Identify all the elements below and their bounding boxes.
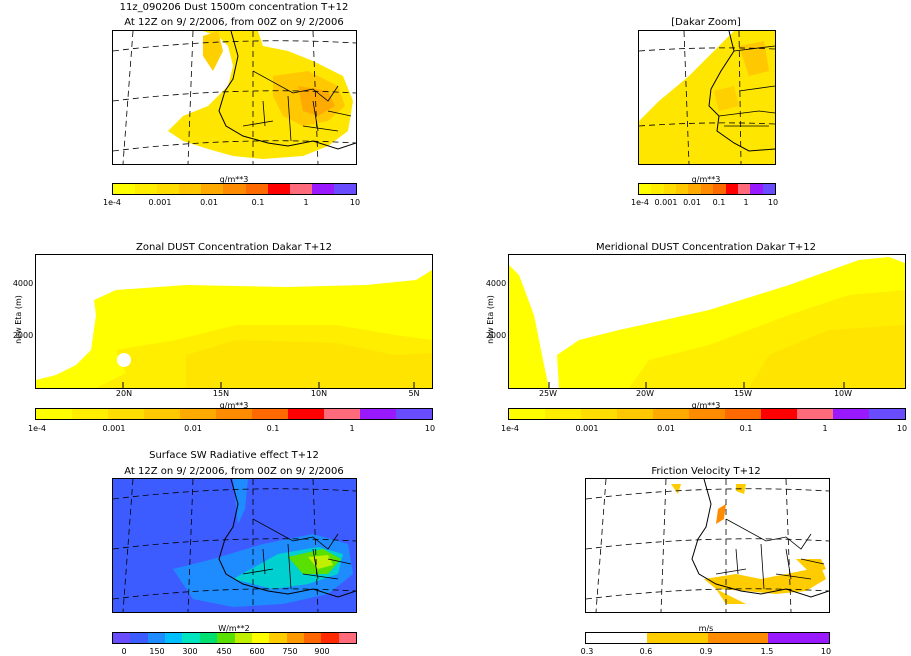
panel3-unit: g/m**3 <box>219 401 249 410</box>
panel6-tick-0: 0.3 <box>580 647 594 656</box>
panel3-title: Zonal DUST Concentration Dakar T+12 <box>135 242 333 253</box>
panel3-bartick-1: 0.001 <box>102 424 126 433</box>
panel6-map <box>585 478 830 613</box>
panel3-plot <box>35 254 433 389</box>
panel6-tick-1: 0.6 <box>639 647 653 656</box>
panel6-colorbar <box>585 632 830 644</box>
panel4-ytick-2000: 2000 <box>485 331 507 340</box>
panel5-tick-5: 750 <box>282 647 298 656</box>
panel1-map <box>112 30 357 165</box>
panel5-tick-2: 300 <box>182 647 198 656</box>
panel4-bartick-5: 10 <box>896 424 908 433</box>
panel3-xtick-0: 20N <box>115 389 133 398</box>
panel3-ytick-4000: 4000 <box>12 279 34 288</box>
panel3-xtick-2: 10N <box>310 389 328 398</box>
panel1-title: 11z_090206 Dust 1500m concentration T+12 <box>119 2 349 13</box>
panel4-plot <box>508 254 906 389</box>
panel2-tick-0: 1e-4 <box>631 198 649 207</box>
panel4-ytick-4000: 4000 <box>485 279 507 288</box>
panel5-tick-6: 900 <box>314 647 330 656</box>
panel1-unit: g/m**3 <box>219 175 249 184</box>
panel4-bartick-0: 1e-4 <box>501 424 519 433</box>
panel1-tick-1: 0.001 <box>148 198 172 207</box>
panel4-xtick-1: 20W <box>635 389 655 398</box>
panel3-xtick-1: 15N <box>212 389 230 398</box>
panel6-unit: m/s <box>698 624 714 633</box>
panel5-subtitle: At 12Z on 9/ 2/2006, from 00Z on 9/ 2/20… <box>124 466 344 477</box>
panel3-xtick-3: 5N <box>408 389 420 398</box>
panel5-unit: W/m**2 <box>218 624 250 633</box>
panel5-tick-3: 450 <box>216 647 232 656</box>
panel3-bartick-0: 1e-4 <box>28 424 46 433</box>
panel3-ytick-2000: 2000 <box>12 331 34 340</box>
panel5-tick-1: 150 <box>149 647 165 656</box>
panel4-xtick-0: 25W <box>538 389 558 398</box>
panel2-tick-1: 0.001 <box>654 198 678 207</box>
panel2-title: [Dakar Zoom] <box>671 17 741 28</box>
panel1-tick-3: 0.1 <box>251 198 265 207</box>
panel5-title: Surface SW Radiative effect T+12 <box>149 450 319 461</box>
panel5-tick-4: 600 <box>249 647 265 656</box>
panel6-tick-4: 10 <box>820 647 832 656</box>
panel1-subtitle: At 12Z on 9/ 2/2006, from 00Z on 9/ 2/20… <box>124 17 344 28</box>
panel4-bartick-1: 0.001 <box>575 424 599 433</box>
panel1-tick-4: 1 <box>303 198 309 207</box>
panel1-tick-2: 0.01 <box>200 198 218 207</box>
panel3-bartick-4: 1 <box>349 424 355 433</box>
panel2-tick-2: 0.01 <box>683 198 701 207</box>
panel4-unit: g/m**3 <box>691 401 721 410</box>
panel4-bartick-2: 0.01 <box>657 424 675 433</box>
panel2-map <box>638 30 776 165</box>
panel4-bartick-4: 1 <box>822 424 828 433</box>
panel4-colorbar <box>508 408 906 420</box>
panel6-tick-3: 1.5 <box>760 647 774 656</box>
panel1-tick-0: 1e-4 <box>103 198 121 207</box>
panel5-map <box>112 478 357 613</box>
panel6-tick-2: 0.9 <box>699 647 713 656</box>
panel5-tick-0: 0 <box>121 647 127 656</box>
panel3-bartick-5: 10 <box>424 424 436 433</box>
panel6-title: Friction Velocity T+12 <box>651 466 761 477</box>
panel4-xtick-3: 10W <box>833 389 853 398</box>
panel2-tick-4: 1 <box>743 198 749 207</box>
panel3-colorbar <box>35 408 433 420</box>
panel1-colorbar <box>112 183 357 195</box>
panel2-tick-3: 0.1 <box>712 198 726 207</box>
panel2-colorbar <box>638 183 776 195</box>
panel3-bartick-3: 0.1 <box>266 424 280 433</box>
panel4-title: Meridional DUST Concentration Dakar T+12 <box>596 242 816 253</box>
panel5-colorbar <box>112 632 357 644</box>
panel2-tick-5: 10 <box>767 198 779 207</box>
panel3-bartick-2: 0.01 <box>184 424 202 433</box>
panel1-tick-5: 10 <box>349 198 361 207</box>
panel4-bartick-3: 0.1 <box>739 424 753 433</box>
panel2-unit: g/m**3 <box>691 175 721 184</box>
panel4-xtick-2: 15W <box>733 389 753 398</box>
